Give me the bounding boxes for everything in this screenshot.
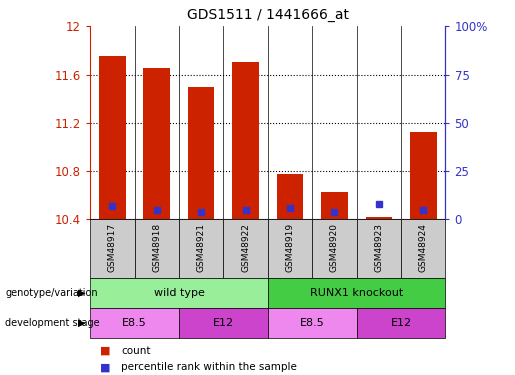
- Text: wild type: wild type: [153, 288, 204, 297]
- Bar: [232, 63, 259, 219]
- Text: percentile rank within the sample: percentile rank within the sample: [121, 363, 297, 372]
- Text: ▶: ▶: [77, 288, 85, 297]
- Bar: [99, 56, 126, 219]
- Bar: [134, 219, 179, 278]
- Text: GSM48921: GSM48921: [197, 223, 205, 272]
- Text: GSM48920: GSM48920: [330, 223, 339, 272]
- Text: GSM48924: GSM48924: [419, 223, 428, 272]
- Text: ■: ■: [100, 346, 111, 355]
- Bar: [312, 219, 356, 278]
- Bar: [188, 87, 214, 219]
- Bar: [410, 132, 437, 219]
- Text: E12: E12: [390, 318, 411, 327]
- Text: E8.5: E8.5: [300, 318, 324, 327]
- Bar: [321, 192, 348, 219]
- Bar: [268, 219, 312, 278]
- Bar: [366, 217, 392, 219]
- Text: genotype/variation: genotype/variation: [5, 288, 98, 297]
- Bar: [90, 308, 179, 338]
- Bar: [268, 308, 356, 338]
- Bar: [90, 278, 268, 308]
- Text: GSM48923: GSM48923: [374, 223, 383, 272]
- Text: development stage: development stage: [5, 318, 100, 327]
- Bar: [143, 69, 170, 219]
- Bar: [277, 174, 303, 219]
- Bar: [401, 219, 445, 278]
- Text: E12: E12: [213, 318, 234, 327]
- Text: GSM48918: GSM48918: [152, 223, 161, 272]
- Text: ▶: ▶: [77, 318, 85, 327]
- Bar: [179, 219, 224, 278]
- Bar: [356, 219, 401, 278]
- Text: GSM48917: GSM48917: [108, 223, 117, 272]
- Text: E8.5: E8.5: [122, 318, 147, 327]
- Title: GDS1511 / 1441666_at: GDS1511 / 1441666_at: [187, 9, 349, 22]
- Bar: [356, 308, 445, 338]
- Bar: [179, 308, 268, 338]
- Bar: [268, 278, 445, 308]
- Bar: [224, 219, 268, 278]
- Text: RUNX1 knockout: RUNX1 knockout: [310, 288, 403, 297]
- Bar: [90, 219, 134, 278]
- Text: count: count: [121, 346, 150, 355]
- Text: GSM48919: GSM48919: [285, 223, 295, 272]
- Text: GSM48922: GSM48922: [241, 223, 250, 272]
- Text: ■: ■: [100, 363, 111, 372]
